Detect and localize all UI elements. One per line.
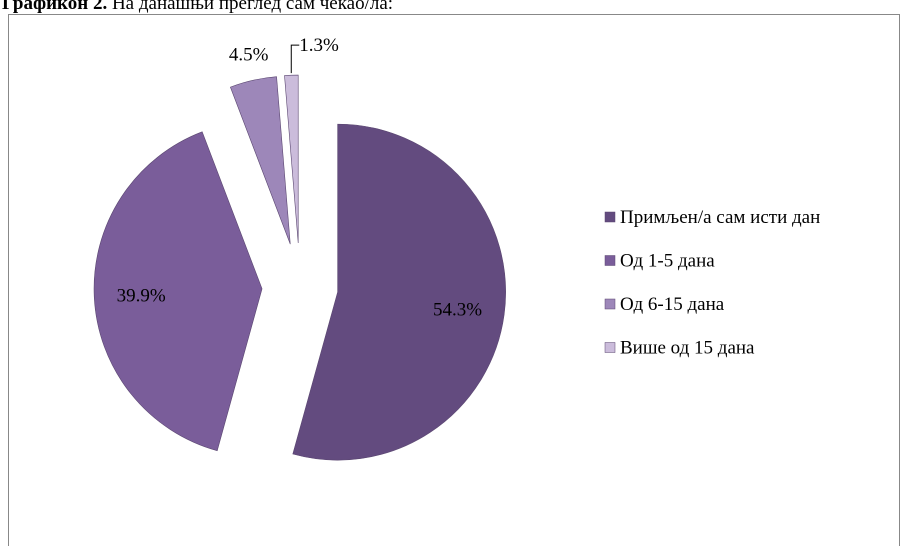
legend-label: Више од 15 дана — [620, 338, 755, 359]
pie-slice — [93, 131, 263, 452]
legend-swatch — [604, 342, 616, 353]
legend-swatch — [604, 211, 616, 223]
chart-title: Графикон 2. — [2, 0, 107, 14]
data-label: 4.5% — [229, 45, 269, 66]
leader-line — [290, 44, 300, 74]
legend-swatch — [604, 255, 616, 266]
data-label: 54.3% — [433, 299, 482, 320]
legend-swatch — [604, 298, 616, 310]
legend-label: Примљен/а сам исти дан — [620, 207, 820, 228]
chart-subtitle: На данашњи преглед сам чекао/ла: — [112, 0, 393, 14]
legend-label: Од 6-15 дана — [620, 294, 725, 315]
pie-slice — [284, 74, 299, 244]
data-label: 39.9% — [117, 285, 166, 306]
legend-label: Од 1-5 дана — [620, 251, 715, 272]
data-label: 1.3% — [299, 35, 339, 56]
chart-title-line: Графикон 2. На данашњи преглед сам чекао… — [2, 0, 393, 14]
pie-slice — [230, 76, 291, 245]
pie-slice — [292, 123, 506, 461]
